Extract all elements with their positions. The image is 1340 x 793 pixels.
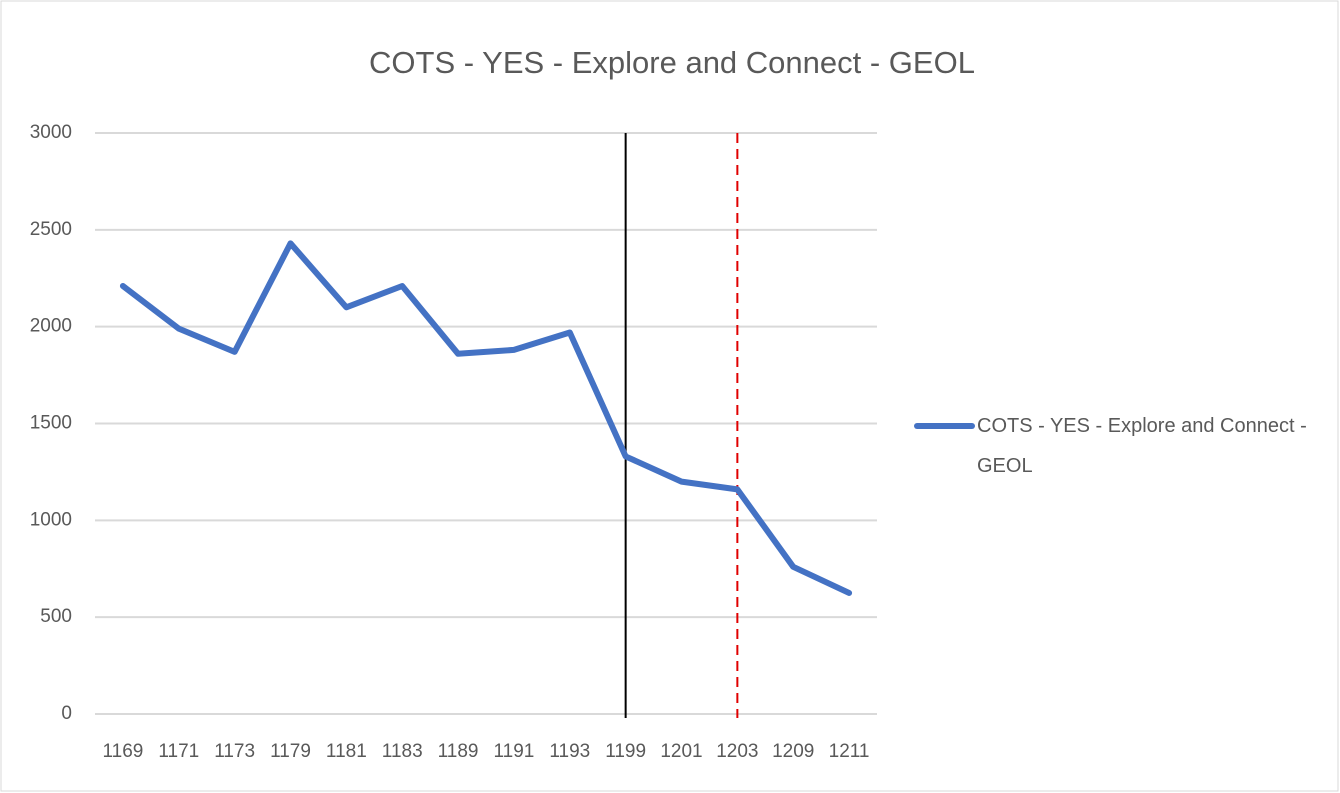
x-tick-label: 1191 (493, 741, 534, 762)
x-tick-label: 1173 (214, 741, 255, 762)
x-tick-label: 1183 (382, 741, 423, 762)
x-tick-label: 1199 (605, 741, 646, 762)
x-tick-label: 1171 (158, 741, 199, 762)
y-tick-label: 2000 (30, 316, 72, 337)
x-tick-label: 1211 (829, 741, 870, 762)
y-tick-label: 0 (61, 703, 72, 724)
x-tick-label: 1209 (772, 741, 814, 762)
chart-title: COTS - YES - Explore and Connect - GEOL (369, 45, 975, 80)
x-tick-label: 1189 (438, 741, 479, 762)
y-tick-label: 1500 (30, 413, 72, 434)
x-tick-label: 1201 (660, 741, 702, 762)
y-tick-label: 2500 (30, 219, 72, 240)
x-tick-label: 1181 (326, 741, 367, 762)
x-tick-label: 1193 (549, 741, 590, 762)
y-tick-label: 1000 (30, 509, 72, 530)
x-tick-label: 1179 (270, 741, 311, 762)
legend-label: COTS - YES - Explore and Connect - GEOL (977, 415, 1307, 477)
x-tick-label: 1203 (716, 741, 758, 762)
y-tick-label: 500 (40, 606, 72, 627)
data-line (119, 240, 853, 596)
x-tick-label: 1169 (102, 741, 143, 762)
y-tick-label: 3000 (30, 122, 72, 143)
